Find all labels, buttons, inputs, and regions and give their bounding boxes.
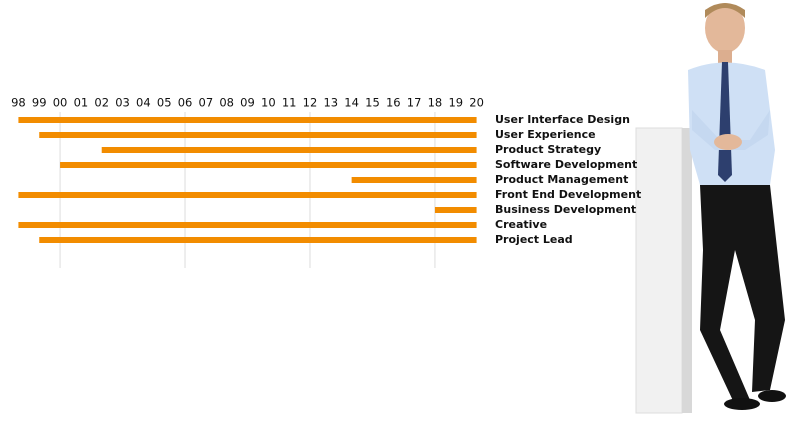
- x-tick-label: 09: [240, 96, 255, 110]
- x-tick-label: 99: [32, 96, 47, 110]
- x-tick-label: 07: [199, 96, 214, 110]
- category-label: Software Development: [495, 158, 637, 171]
- bar: [39, 132, 477, 138]
- x-tick-label: 98: [11, 96, 26, 110]
- x-tick-label: 20: [469, 96, 484, 110]
- x-tick-label: 05: [157, 96, 172, 110]
- x-tick-label: 15: [365, 96, 380, 110]
- category-label: Creative: [495, 218, 547, 231]
- bar: [39, 237, 477, 243]
- x-tick-label: 17: [407, 96, 422, 110]
- x-tick-label: 01: [74, 96, 89, 110]
- bar: [60, 162, 477, 168]
- x-tick-label: 18: [428, 96, 443, 110]
- person-illustration: [635, 3, 786, 414]
- x-tick-label: 13: [323, 96, 338, 110]
- category-label: Product Management: [495, 173, 628, 186]
- category-label: Front End Development: [495, 188, 641, 201]
- x-tick-label: 11: [282, 96, 297, 110]
- bar: [18, 222, 477, 228]
- x-tick-label: 10: [261, 96, 276, 110]
- category-label: Project Lead: [495, 233, 573, 246]
- bar: [18, 192, 477, 198]
- category-label: User Interface Design: [495, 113, 630, 126]
- x-tick-label: 00: [53, 96, 68, 110]
- bar: [101, 147, 477, 153]
- bar: [434, 207, 477, 213]
- x-tick-label: 14: [344, 96, 359, 110]
- x-tick-label: 04: [136, 96, 151, 110]
- x-tick-label: 06: [178, 96, 193, 110]
- bar: [351, 177, 477, 183]
- category-label: Business Development: [495, 203, 636, 216]
- bar: [18, 117, 477, 123]
- x-tick-label: 16: [386, 96, 401, 110]
- x-tick-label: 12: [303, 96, 318, 110]
- x-tick-label: 03: [115, 96, 130, 110]
- x-tick-label: 19: [448, 96, 463, 110]
- x-tick-label: 08: [219, 96, 234, 110]
- category-label: User Experience: [495, 128, 596, 141]
- x-tick-label: 02: [94, 96, 109, 110]
- category-label: Product Strategy: [495, 143, 601, 156]
